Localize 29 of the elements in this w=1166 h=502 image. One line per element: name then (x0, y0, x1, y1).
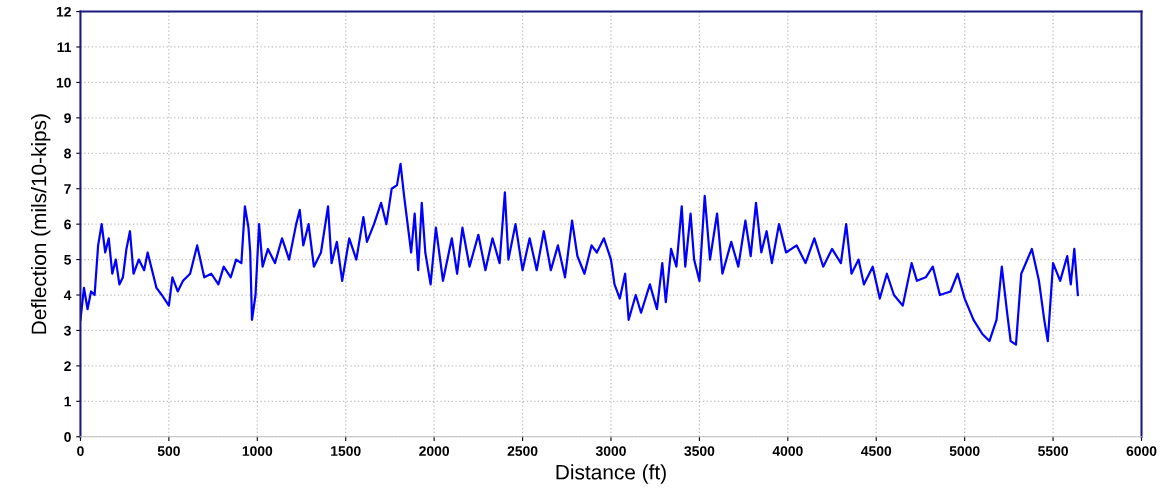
x-tick-label: 5500 (1038, 446, 1068, 456)
x-tick-label: 6000 (1126, 446, 1157, 456)
y-tick-label: 4 (63, 290, 72, 301)
x-tick-label: 2000 (419, 446, 450, 456)
y-tick-label: 1 (64, 396, 72, 407)
y-tick-label: 5 (64, 255, 72, 265)
y-tick-label: 0 (64, 432, 71, 442)
y-tick-label: 10 (56, 77, 71, 88)
x-tick-label: 1500 (331, 446, 361, 456)
x-tick-label: 5000 (949, 446, 980, 456)
x-tick-label: 3000 (595, 446, 626, 456)
y-tick-label: 11 (57, 42, 72, 53)
y-tick-label: 6 (64, 219, 71, 230)
y-tick-label: 2 (64, 361, 71, 371)
x-tick-label: 2500 (507, 446, 538, 456)
y-tick-label: 8 (64, 148, 71, 159)
x-tick-label: 500 (157, 446, 180, 456)
x-tick-label: 3500 (684, 446, 715, 456)
y-axis-title: Deflection (mils/10-kips) (31, 114, 51, 334)
line-series (80, 162, 1079, 346)
x-tick-label: 0 (77, 446, 84, 456)
y-tick-label: 7 (64, 184, 71, 194)
x-tick-label: 1000 (242, 446, 273, 456)
x-axis-title: Distance (ft) (556, 464, 666, 484)
x-tick-label: 4500 (861, 446, 892, 456)
y-tick-label: 9 (64, 113, 71, 124)
y-tick-label: 3 (64, 325, 71, 336)
x-tick-label: 4000 (772, 446, 803, 456)
y-tick-label: 12 (56, 6, 71, 17)
